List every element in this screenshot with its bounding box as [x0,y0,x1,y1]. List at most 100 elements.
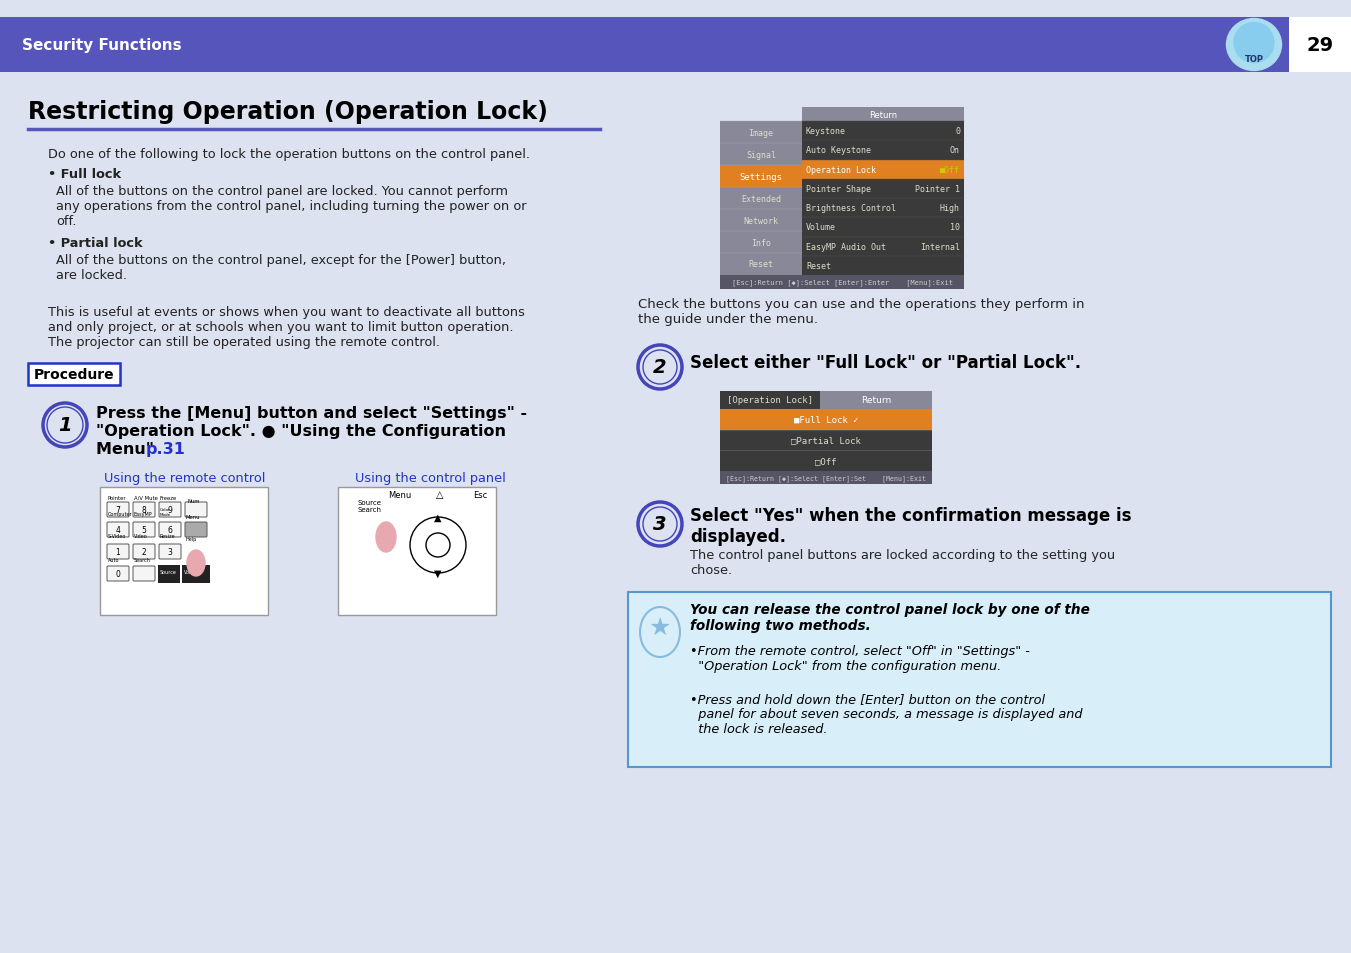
FancyBboxPatch shape [132,502,155,517]
Text: Signal: Signal [746,151,775,159]
Text: 10: 10 [950,223,961,233]
Text: [Esc]:Return [◆]:Select [Enter]:Set    [Menu]:Exit: [Esc]:Return [◆]:Select [Enter]:Set [Men… [725,475,925,481]
Text: Menu: Menu [388,491,411,499]
Text: [Operation Lock]: [Operation Lock] [727,396,813,405]
Bar [1289,18,1351,73]
Bar [720,451,932,452]
Text: Security Functions: Security Functions [22,38,181,53]
Text: Pointer Shape: Pointer Shape [807,185,871,193]
FancyBboxPatch shape [132,522,155,537]
Bar [720,275,965,290]
Text: Num: Num [188,498,200,503]
Text: [Esc]:Return [◆]:Select [Enter]:Enter    [Menu]:Exit: [Esc]:Return [◆]:Select [Enter]:Enter [M… [731,279,952,286]
Bar [720,392,932,472]
Ellipse shape [1227,19,1282,71]
Text: Auto Keystone: Auto Keystone [807,146,871,155]
Text: Select "Yes" when the confirmation message is
displayed.: Select "Yes" when the confirmation messa… [690,506,1132,545]
Text: 29: 29 [1306,36,1333,55]
FancyBboxPatch shape [185,522,207,537]
Text: Return: Return [869,111,897,119]
Bar [720,430,932,431]
Ellipse shape [186,551,205,577]
Text: Do one of the following to lock the operation buttons on the control panel.: Do one of the following to lock the oper… [49,148,530,161]
FancyBboxPatch shape [132,544,155,559]
Ellipse shape [376,522,396,553]
Bar [802,108,965,122]
Text: High: High [940,204,961,213]
Text: Volume: Volume [807,223,836,233]
Text: Internal: Internal [920,242,961,252]
Text: Source
Search: Source Search [358,499,382,513]
Bar [720,253,802,275]
Bar [720,122,802,144]
Text: 3: 3 [168,547,173,557]
Text: All of the buttons on the control panel, except for the [Power] button,
are lock: All of the buttons on the control panel,… [55,253,507,282]
FancyBboxPatch shape [107,566,128,581]
Text: △: △ [436,490,443,499]
Text: Check the buttons you can use and the operations they perform in
the guide under: Check the buttons you can use and the op… [638,297,1085,326]
Text: S-Video: S-Video [108,534,127,538]
Text: 8: 8 [142,505,146,515]
Bar [0,18,1351,73]
Bar [100,488,267,616]
Text: • Full lock: • Full lock [49,168,122,181]
Text: Video: Video [134,534,147,538]
Text: Menu: Menu [186,515,200,519]
Text: ▲: ▲ [434,513,442,522]
Text: Pointer 1: Pointer 1 [915,185,961,193]
Ellipse shape [1233,24,1274,64]
Text: You can release the control panel lock by one of the
following two methods.: You can release the control panel lock b… [690,602,1090,633]
Text: Return: Return [861,396,892,405]
Text: All of the buttons on the control panel are locked. You cannot perform
any opera: All of the buttons on the control panel … [55,185,527,228]
Text: Menu": Menu" [96,441,159,456]
Text: 7: 7 [116,505,120,515]
Text: •From the remote control, select "Off" in "Settings" -
  "Operation Lock" from t: •From the remote control, select "Off" i… [690,644,1029,672]
FancyBboxPatch shape [159,522,181,537]
Text: EasyMP Audio Out: EasyMP Audio Out [807,242,886,252]
Bar [720,472,932,484]
Text: 6: 6 [168,525,173,535]
Text: 0: 0 [955,127,961,136]
FancyBboxPatch shape [107,502,128,517]
FancyBboxPatch shape [132,566,155,581]
Text: Operation Lock: Operation Lock [807,166,875,174]
FancyBboxPatch shape [107,544,128,559]
Text: ★: ★ [648,616,671,639]
Text: The control panel buttons are locked according to the setting you
chose.: The control panel buttons are locked acc… [690,548,1115,577]
FancyBboxPatch shape [185,502,207,517]
Bar [182,565,209,583]
Text: A/V Mute: A/V Mute [134,496,158,500]
Text: Freeze: Freeze [159,496,177,500]
Text: Using the remote control: Using the remote control [104,472,266,484]
Text: Image: Image [748,129,774,137]
Text: Reset: Reset [748,260,774,269]
Bar [628,593,1331,767]
Bar [720,210,802,232]
Text: 2: 2 [142,547,146,557]
Bar [802,108,965,122]
Text: 5: 5 [142,525,146,535]
Bar [338,488,496,616]
Text: •Press and hold down the [Enter] button on the control
  panel for about seven s: •Press and hold down the [Enter] button … [690,692,1082,735]
FancyBboxPatch shape [159,544,181,559]
Bar [720,188,802,210]
Text: □Off: □Off [815,456,836,466]
Text: Network: Network [743,216,778,225]
Text: Settings: Settings [739,172,782,181]
Text: Source: Source [159,569,177,575]
Text: Reset: Reset [807,262,831,271]
Text: 4: 4 [116,525,120,535]
Text: ■Off: ■Off [940,166,961,174]
FancyBboxPatch shape [159,502,181,517]
Bar [720,144,802,166]
Text: 2: 2 [653,358,667,377]
Text: Resize: Resize [159,534,176,538]
Text: TOP: TOP [1244,55,1263,64]
Text: 1: 1 [58,416,72,435]
Bar [802,160,965,179]
Bar [802,108,965,275]
Bar [158,565,180,583]
Text: ▼: ▼ [434,568,442,578]
Bar [720,232,802,253]
Text: Search: Search [134,558,151,562]
